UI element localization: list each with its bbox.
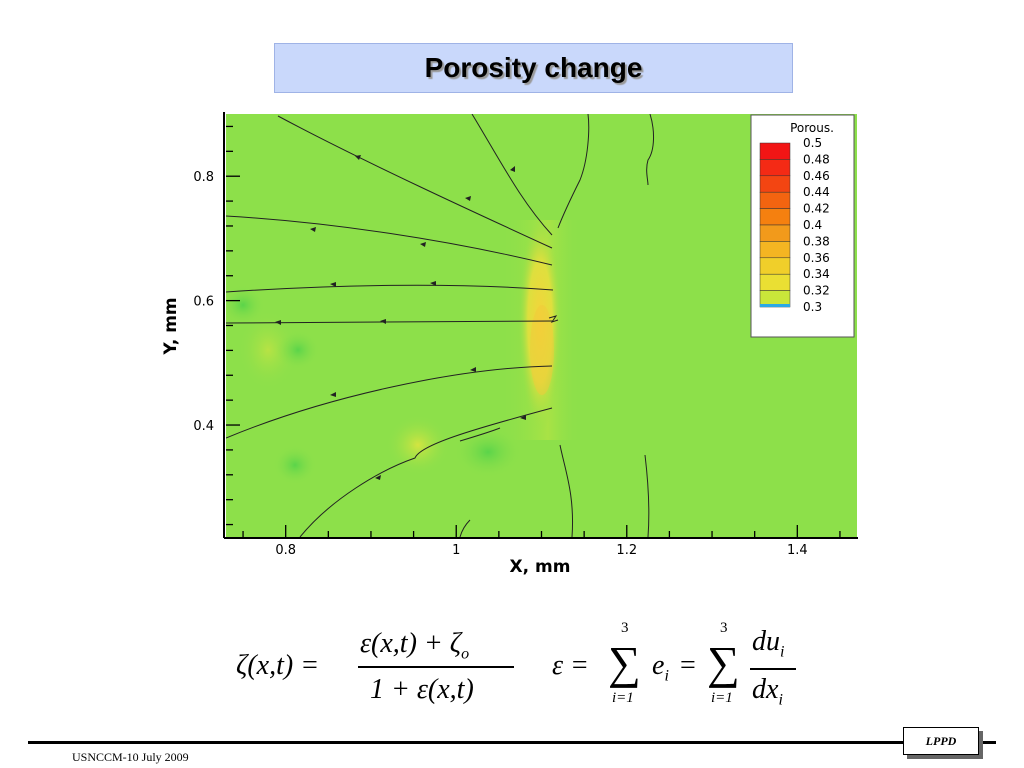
streamlines bbox=[226, 114, 654, 537]
streamline bbox=[226, 365, 553, 439]
streamline bbox=[644, 454, 650, 537]
eq1-denominator: 1 + ε(x,t) bbox=[370, 674, 474, 705]
streamline bbox=[299, 407, 553, 537]
streamline bbox=[459, 519, 471, 537]
streamline bbox=[557, 114, 590, 229]
arrow-mark bbox=[275, 320, 281, 325]
arrow-mark bbox=[330, 392, 336, 397]
eq2-equals: = bbox=[680, 650, 696, 681]
streamline bbox=[471, 114, 553, 236]
footer-text: USNCCM-10 July 2009 bbox=[72, 750, 189, 764]
x-ticks: 0.8 1 1.2 1.4 bbox=[242, 525, 841, 558]
eq2-sum1-upper: 3 bbox=[621, 620, 629, 636]
legend-label: 0.32 bbox=[803, 284, 830, 298]
eq2-sum2-upper: 3 bbox=[720, 620, 728, 636]
arrow-mark bbox=[355, 155, 361, 160]
arrow-mark bbox=[375, 475, 381, 480]
eq2-sum1-lower: i=1 bbox=[612, 690, 634, 706]
streamline bbox=[459, 427, 501, 442]
arrow-mark bbox=[520, 415, 526, 420]
x-axis-label: X, mm bbox=[510, 557, 571, 577]
eq2-fraction-bar bbox=[750, 668, 796, 670]
x-tick-label: 1.2 bbox=[616, 543, 637, 558]
streamline bbox=[646, 114, 654, 186]
streamline bbox=[548, 315, 559, 323]
arrow-mark bbox=[380, 319, 386, 324]
y-tick-label: 0.8 bbox=[193, 170, 214, 185]
legend-swatch bbox=[759, 241, 791, 259]
y-tick-label: 0.6 bbox=[193, 295, 214, 310]
legend-swatch bbox=[759, 175, 791, 193]
title-box: Porosity change bbox=[274, 43, 793, 93]
arrow-mark bbox=[465, 196, 471, 201]
x-tick-label: 1 bbox=[452, 543, 460, 558]
streamline bbox=[277, 115, 553, 249]
axes bbox=[223, 112, 858, 539]
sigma-icon: ∑ bbox=[608, 637, 641, 688]
x-tick-label: 1.4 bbox=[787, 543, 808, 558]
legend-label: 0.44 bbox=[803, 185, 830, 199]
arrow-mark bbox=[510, 166, 515, 172]
legend-swatch-min bbox=[760, 304, 790, 307]
legend-label: 0.46 bbox=[803, 169, 830, 183]
y-tick-label: 0.4 bbox=[193, 419, 214, 434]
legend-swatch bbox=[759, 191, 791, 209]
equation-zeta: ζ(x,t) = ε(x,t) + ζo 1 + ε(x,t) bbox=[236, 628, 526, 710]
porosity-field bbox=[226, 212, 580, 485]
eq2-lhs: ε = bbox=[552, 650, 589, 681]
legend-label: 0.5 bbox=[803, 136, 822, 150]
sigma-icon: ∑ bbox=[707, 637, 740, 688]
y-ticks: 0.4 0.6 0.8 bbox=[193, 125, 240, 526]
streamline bbox=[226, 215, 553, 266]
footer-rule bbox=[28, 741, 996, 744]
arrow-mark bbox=[330, 282, 336, 287]
legend-label: 0.36 bbox=[803, 251, 830, 265]
eq1-fraction-bar bbox=[358, 666, 514, 668]
y-axis-label: Y, mm bbox=[161, 297, 181, 355]
streamline-arrows bbox=[275, 155, 526, 480]
eq1-lhs: ζ(x,t) = bbox=[236, 650, 320, 681]
arrow-mark bbox=[430, 281, 436, 286]
legend: Porous. 0.50.480.460.440.420.40.380.360.… bbox=[750, 114, 855, 338]
eq2-frac-den: dxi bbox=[752, 674, 783, 709]
porosity-plot: 0.8 1 1.2 1.4 0.4 0.6 0.8 X, mm Y, mm Porous.… bbox=[161, 112, 858, 577]
legend-label: 0.42 bbox=[803, 202, 830, 216]
legend-swatch bbox=[759, 208, 791, 226]
streamline bbox=[559, 444, 574, 537]
legend-swatch bbox=[759, 159, 791, 177]
eq1-numerator: ε(x,t) + ζo bbox=[360, 628, 470, 663]
streamline bbox=[226, 284, 554, 293]
lppd-badge: LPPD bbox=[903, 727, 979, 755]
legend-labels: 0.5 0.48 0.46 0.44 0.42 0.4 0.38 0.36 0.34 0.32 0.… bbox=[803, 136, 830, 314]
legend-label: 0.4 bbox=[803, 218, 822, 232]
eq2-term: ei bbox=[652, 650, 669, 685]
arrow-mark bbox=[420, 242, 426, 247]
legend-label: 0.38 bbox=[803, 234, 830, 248]
eq2-sum2-lower: i=1 bbox=[711, 690, 733, 706]
slide-title: Porosity change bbox=[424, 52, 643, 83]
x-tick-label: 0.8 bbox=[275, 543, 296, 558]
legend-label: 0.48 bbox=[803, 152, 830, 166]
legend-swatches bbox=[759, 142, 791, 308]
legend-swatch bbox=[759, 142, 791, 160]
legend-label: 0.3 bbox=[803, 300, 822, 314]
eq2-frac-num: dui bbox=[752, 626, 785, 661]
legend-title: Porous. bbox=[790, 121, 834, 135]
streamline bbox=[226, 320, 554, 324]
arrow-mark bbox=[470, 367, 476, 372]
legend-label: 0.34 bbox=[803, 267, 830, 281]
equation-epsilon: ε = 3 ∑ i=1 ei = 3 ∑ i=1 dui dxi bbox=[552, 620, 812, 720]
legend-swatch bbox=[759, 257, 791, 275]
legend-swatch bbox=[759, 224, 791, 242]
arrow-mark bbox=[310, 227, 316, 232]
legend-swatch bbox=[759, 273, 791, 291]
